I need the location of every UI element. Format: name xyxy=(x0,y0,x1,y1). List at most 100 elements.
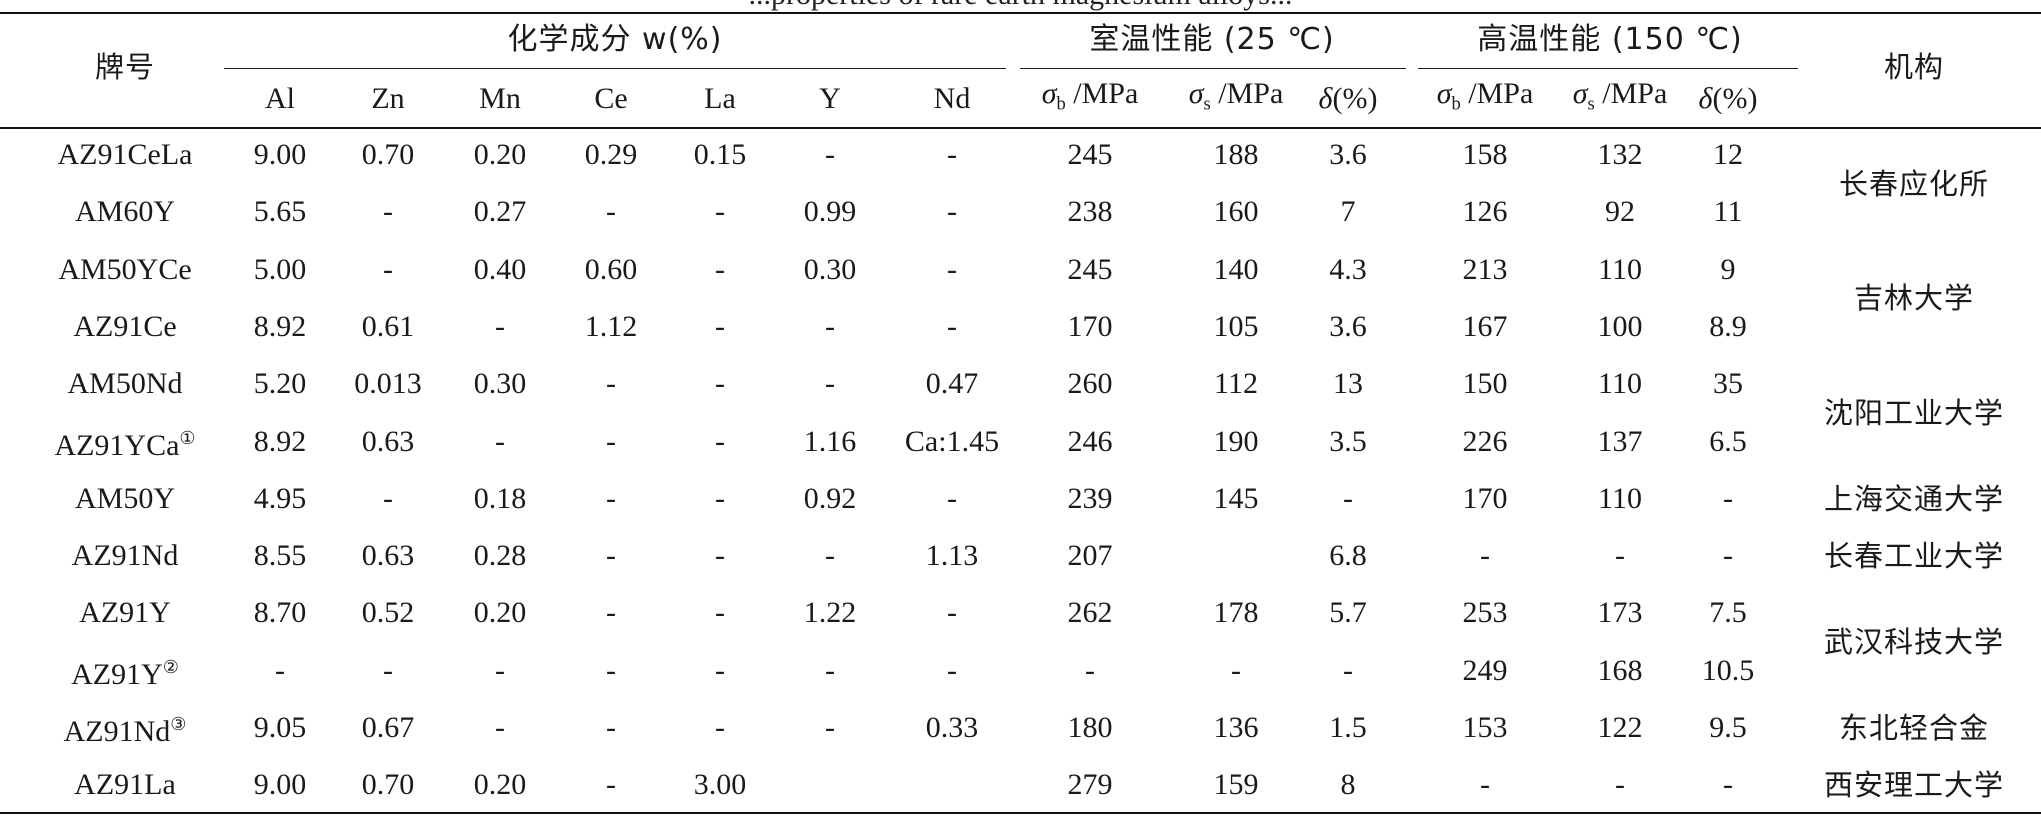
table-cell: - xyxy=(947,596,957,630)
header-room-elongation: δ(%) xyxy=(1319,81,1378,117)
table-cell: 1.22 xyxy=(803,596,857,630)
table-cell: 100 xyxy=(1597,309,1643,343)
table-cell: - xyxy=(606,768,616,802)
table-cell: 110 xyxy=(1598,367,1642,401)
header-institution: 机构 xyxy=(1883,50,1945,84)
delta-symbol: δ xyxy=(1318,82,1333,115)
table-cell: 180 xyxy=(1067,711,1113,744)
table-cell: 246 xyxy=(1067,424,1113,458)
table-cell: 140 xyxy=(1213,252,1259,286)
table-cell: 0.30 xyxy=(803,252,857,286)
row-grade: AZ91Ce xyxy=(73,309,176,345)
table-cell: 279 xyxy=(1067,768,1113,802)
stress-unit: /MPa xyxy=(1210,76,1284,110)
institution-name: 东北轻合金 xyxy=(1838,711,1990,745)
table-cell: - xyxy=(1723,768,1733,802)
table-cell: - xyxy=(275,653,285,687)
table-cell: 137 xyxy=(1597,424,1643,458)
table-cell: 0.52 xyxy=(361,596,415,630)
grade-name: AM50YCe xyxy=(58,252,192,286)
table-cell: 238 xyxy=(1067,195,1113,229)
table-cell: - xyxy=(495,309,505,343)
table-cell: 213 xyxy=(1462,252,1508,286)
table-cell: 0.27 xyxy=(473,195,527,229)
institution-name: 西安理工大学 xyxy=(1823,768,2005,803)
room-group-rule xyxy=(1020,68,1406,70)
table-cell: 9.00 xyxy=(253,768,307,802)
table-cell: 9.00 xyxy=(253,138,307,171)
table-cell: 12 xyxy=(1713,138,1743,171)
table-cell: - xyxy=(1615,539,1625,573)
table-cell: 170 xyxy=(1067,309,1113,343)
table-cell: - xyxy=(825,138,835,171)
table-cell: 126 xyxy=(1462,195,1508,229)
high-group-rule xyxy=(1418,68,1798,70)
table-cell: 1.16 xyxy=(803,424,857,458)
chem-group-rule xyxy=(224,68,1006,70)
table-cell: 5.20 xyxy=(253,367,307,401)
table-cell: 0.92 xyxy=(803,481,857,515)
grade-name: AZ91Y xyxy=(71,657,163,691)
table-cell: - xyxy=(606,481,616,515)
header-grade: 牌号 xyxy=(94,50,156,84)
grade-name: AZ91Ce xyxy=(73,309,177,343)
table-cell: 5.7 xyxy=(1329,596,1367,630)
table-cell: - xyxy=(495,424,505,458)
table-cell: 226 xyxy=(1462,424,1508,458)
table-cell: 260 xyxy=(1067,367,1113,401)
table-cell: 3.6 xyxy=(1329,138,1367,171)
table-cell: 3.00 xyxy=(693,768,747,802)
table-cell: 132 xyxy=(1597,138,1643,171)
table-cell: 1.12 xyxy=(584,309,638,343)
table-cell: 249 xyxy=(1462,653,1508,687)
table-cell: 105 xyxy=(1213,309,1259,343)
delta-symbol: δ xyxy=(1698,82,1713,115)
table-cell: 3.5 xyxy=(1329,424,1367,458)
table-cell: - xyxy=(825,309,835,343)
table-cell: - xyxy=(947,309,957,343)
table-top-rule xyxy=(0,12,2041,14)
row-grade: AZ91Y xyxy=(79,595,171,631)
table-cell: 0.18 xyxy=(473,481,527,515)
header-high-tensile-strength: σb /MPa xyxy=(1437,76,1534,123)
table-cell: 5.00 xyxy=(253,252,307,286)
row-grade: AZ91Nd xyxy=(72,538,179,574)
table-cell: 145 xyxy=(1213,481,1259,515)
table-cell: 0.61 xyxy=(361,309,415,343)
institution-name: 长春工业大学 xyxy=(1823,539,2005,574)
header-element-la: La xyxy=(704,82,736,115)
table-cell: 0.30 xyxy=(473,367,527,401)
table-cell: 167 xyxy=(1462,309,1508,343)
header-element-y: Y xyxy=(819,82,841,115)
sigma-subscript: b xyxy=(1451,93,1461,115)
header-element-nd: Nd xyxy=(933,82,971,115)
table-cell: 262 xyxy=(1067,596,1113,630)
table-cell: - xyxy=(495,711,505,744)
table-cell: 8.9 xyxy=(1709,309,1747,343)
table-cell: - xyxy=(1615,768,1625,802)
stress-unit: /MPa xyxy=(1594,76,1668,110)
table-cell: 8.92 xyxy=(253,424,307,458)
table-cell: Ca:1.45 xyxy=(904,424,1000,458)
table-cell: 0.63 xyxy=(361,539,415,573)
table-cell: - xyxy=(715,481,725,515)
table-cell: 92 xyxy=(1605,195,1635,229)
grade-name: AM60Y xyxy=(74,195,176,229)
stress-unit: /MPa xyxy=(1065,76,1139,110)
table-cell: - xyxy=(1085,653,1095,687)
table-cell: 6.5 xyxy=(1709,424,1747,458)
table-cell: 0.70 xyxy=(361,138,415,171)
row-grade: AZ91Nd③ xyxy=(64,706,187,750)
table-cell: - xyxy=(606,424,616,458)
header-room-tensile-strength: σb /MPa xyxy=(1042,76,1139,123)
table-cell: 8.92 xyxy=(253,309,307,343)
table-cell: - xyxy=(1480,768,1490,802)
institution-name: 吉林大学 xyxy=(1853,281,1975,316)
footnote-marker: ② xyxy=(162,656,179,677)
table-cell: - xyxy=(715,252,725,286)
table-cell: 110 xyxy=(1598,252,1642,286)
table-cell: 13 xyxy=(1333,367,1363,401)
header-room-group: 室温性能 (25 ℃) xyxy=(1089,22,1335,57)
row-grade: AZ91Y② xyxy=(71,649,179,693)
table-cell: - xyxy=(495,653,505,687)
